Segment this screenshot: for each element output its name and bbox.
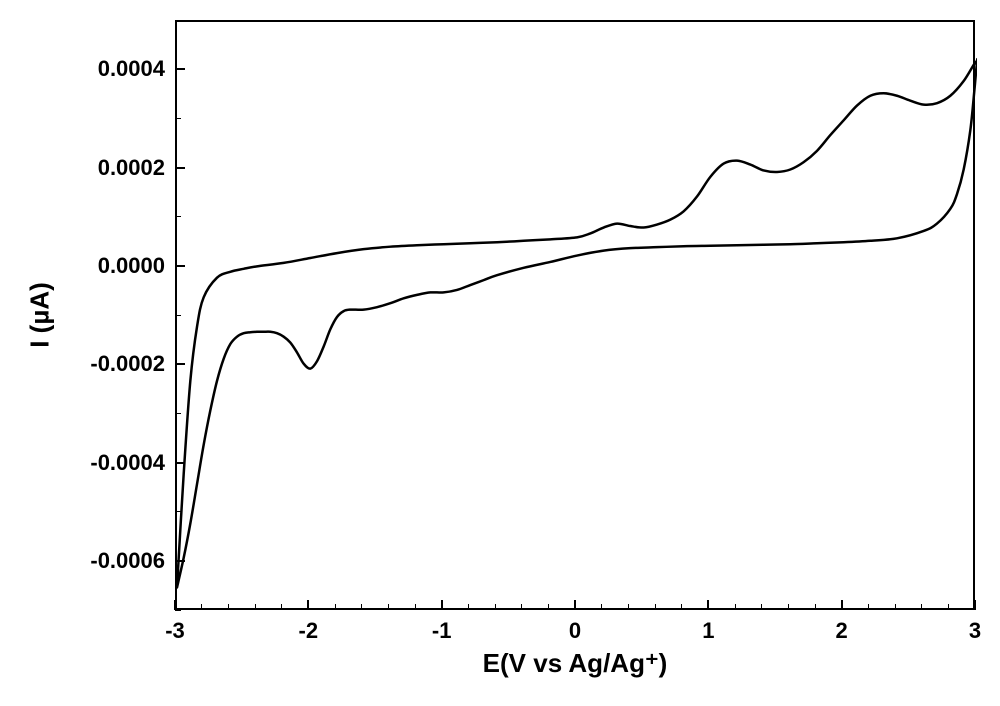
x-tick-label: -2 xyxy=(299,618,319,644)
x-tick-minor xyxy=(228,604,229,610)
x-tick-major xyxy=(174,600,176,610)
y-tick-minor xyxy=(175,20,181,21)
x-tick-minor xyxy=(815,604,816,610)
x-tick-major xyxy=(441,600,443,610)
x-tick-minor xyxy=(201,604,202,610)
x-tick-minor xyxy=(388,604,389,610)
y-axis-label: I (µA) xyxy=(25,282,56,348)
x-tick-major xyxy=(841,600,843,610)
x-tick-minor xyxy=(761,604,762,610)
x-tick-minor xyxy=(495,604,496,610)
x-tick-minor xyxy=(548,604,549,610)
y-tick-major xyxy=(175,265,185,267)
x-tick-minor xyxy=(655,604,656,610)
x-axis-label: E(V vs Ag/Ag⁺) xyxy=(483,648,668,679)
x-tick-major xyxy=(307,600,309,610)
x-tick-minor xyxy=(361,604,362,610)
x-tick-label: -1 xyxy=(432,618,452,644)
x-tick-minor xyxy=(921,604,922,610)
y-tick-minor xyxy=(175,216,181,217)
x-tick-major xyxy=(974,600,976,610)
x-tick-major xyxy=(574,600,576,610)
cv-figure: E(V vs Ag/Ag⁺) I (µA) -3 -2 -1 0 1 2 3 -0.0006 -… xyxy=(0,0,1000,706)
y-tick-major xyxy=(175,363,185,365)
y-tick-minor xyxy=(175,511,181,512)
cv-curve xyxy=(177,59,977,587)
y-tick-minor xyxy=(175,413,181,414)
y-tick-label: 0.0002 xyxy=(98,155,165,181)
y-tick-minor xyxy=(175,610,181,611)
x-tick-label: -3 xyxy=(165,618,185,644)
plot-area xyxy=(175,20,975,610)
x-tick-minor xyxy=(255,604,256,610)
cv-curve-svg xyxy=(177,22,977,612)
y-tick-label: -0.0002 xyxy=(90,351,165,377)
x-tick-minor xyxy=(601,604,602,610)
y-tick-label: -0.0006 xyxy=(90,548,165,574)
x-tick-minor xyxy=(895,604,896,610)
x-tick-label: 0 xyxy=(569,618,581,644)
x-tick-minor xyxy=(788,604,789,610)
y-tick-label: 0.0004 xyxy=(98,56,165,82)
x-tick-major xyxy=(707,600,709,610)
x-tick-label: 2 xyxy=(836,618,848,644)
x-tick-minor xyxy=(628,604,629,610)
x-tick-minor xyxy=(735,604,736,610)
x-tick-label: 3 xyxy=(969,618,981,644)
x-tick-minor xyxy=(468,604,469,610)
y-tick-label: -0.0004 xyxy=(90,450,165,476)
x-tick-minor xyxy=(281,604,282,610)
x-tick-minor xyxy=(415,604,416,610)
y-tick-label: 0.0000 xyxy=(98,253,165,279)
x-tick-minor xyxy=(681,604,682,610)
y-tick-minor xyxy=(175,315,181,316)
x-tick-minor xyxy=(521,604,522,610)
x-tick-minor xyxy=(335,604,336,610)
y-tick-major xyxy=(175,68,185,70)
x-tick-minor xyxy=(868,604,869,610)
x-tick-minor xyxy=(948,604,949,610)
y-tick-major xyxy=(175,167,185,169)
y-tick-major xyxy=(175,560,185,562)
y-tick-minor xyxy=(175,118,181,119)
x-tick-label: 1 xyxy=(702,618,714,644)
y-tick-major xyxy=(175,462,185,464)
